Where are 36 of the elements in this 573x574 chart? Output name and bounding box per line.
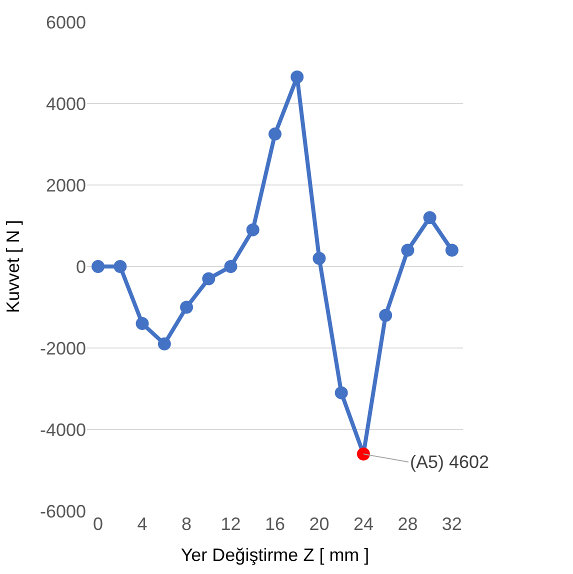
y-tick-label: 4000 xyxy=(46,94,86,114)
x-tick-label: 0 xyxy=(93,514,104,534)
y-tick-label: -6000 xyxy=(40,501,86,522)
point xyxy=(158,337,171,350)
y-tick-label: -2000 xyxy=(40,338,86,358)
point xyxy=(92,260,105,273)
point xyxy=(224,260,238,273)
point xyxy=(246,223,260,236)
point xyxy=(136,317,149,330)
x-tick-label: 4 xyxy=(137,514,148,534)
x-tick-label: 8 xyxy=(182,514,192,534)
annotation: (A5) 4602 xyxy=(410,452,490,472)
point xyxy=(268,128,282,141)
point xyxy=(202,272,216,286)
x-tick-label: 12 xyxy=(220,514,241,534)
x-axis-title: Yer Değiştirme Z [ mm ] xyxy=(180,545,370,566)
y-axis-title: Kuvvet [ N ] xyxy=(3,220,24,314)
y-tick-label: 6000 xyxy=(46,12,86,32)
y-tick-label: -4000 xyxy=(40,420,86,440)
point xyxy=(114,260,127,273)
y-tick-label: 0 xyxy=(76,256,86,277)
x-tick-label: 28 xyxy=(398,514,418,534)
point xyxy=(379,308,392,322)
x-tick-label: 32 xyxy=(442,514,462,534)
point xyxy=(356,448,370,461)
point xyxy=(445,244,458,257)
point xyxy=(423,211,436,224)
point xyxy=(290,70,304,84)
y-tick-label: 2000 xyxy=(46,175,86,196)
point xyxy=(180,300,194,314)
x-tick-label: 24 xyxy=(353,514,374,534)
point xyxy=(401,244,414,257)
point xyxy=(312,252,326,265)
x-tick-label: 20 xyxy=(309,514,330,534)
point xyxy=(334,386,348,400)
x-tick-label: 16 xyxy=(264,514,286,534)
